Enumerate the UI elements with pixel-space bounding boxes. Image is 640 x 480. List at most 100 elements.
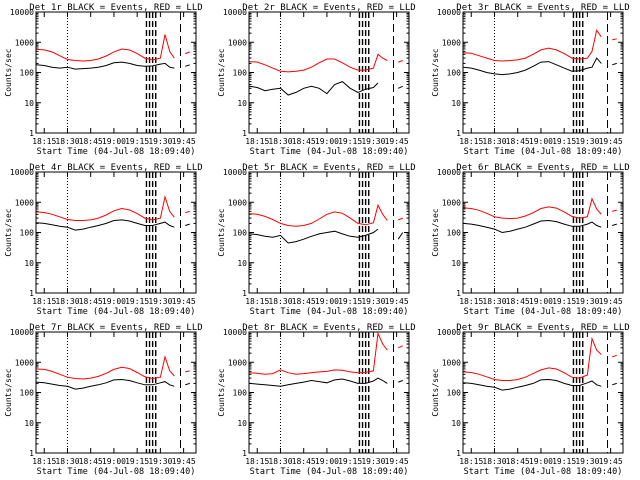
x-tick-label: 18:30 [268,137,292,146]
x-axis-label: Start Time (04-Jul-08 18:09:40) [250,307,409,317]
panel-title: Det 3r BLACK = Events, RED = LLD [456,3,629,13]
y-axis-label: Counts/sec [217,368,226,416]
y-tick-label: 1000 [442,38,461,47]
series-line-events [463,378,617,391]
plot-frame [35,171,197,294]
y-tick-label: 10000 [10,8,34,17]
x-tick-label: 18:15 [245,457,269,466]
x-tick-label: 18:30 [55,137,79,146]
series-line-events [36,378,190,390]
x-tick-label: 19:15 [338,297,362,306]
series-line-lld [36,355,190,380]
x-axis-label: Start Time (04-Jul-08 18:09:40) [464,147,623,157]
panel-title: Det 1r BLACK = Events, RED = LLD [29,3,202,13]
x-tick-label: 19:30 [148,457,172,466]
x-tick-label: 19:30 [361,457,385,466]
x-tick-label: 19:00 [529,137,553,146]
y-tick-label: 100 [233,229,248,238]
y-tick-label: 1000 [228,358,247,367]
x-tick-label: 18:15 [459,137,483,146]
y-axis-label: Counts/sec [4,368,13,416]
series-line-lld [463,28,617,62]
x-tick-label: 19:15 [125,457,149,466]
y-tick-label: 100 [447,389,462,398]
x-tick-label: 19:00 [315,137,339,146]
y-axis-label: Counts/sec [217,208,226,256]
x-tick-label: 18:15 [32,137,56,146]
x-axis-label: Start Time (04-Jul-08 18:09:40) [464,307,623,317]
series-line-lld [463,197,617,220]
x-tick-label: 18:15 [245,297,269,306]
series-line-lld [36,194,190,221]
x-tick-label: 18:30 [55,457,79,466]
y-axis-label: Counts/sec [4,48,13,96]
y-tick-label: 10000 [10,328,34,337]
x-tick-label: 18:45 [506,137,530,146]
y-axis-label: Counts/sec [4,208,13,256]
panel-title: Det 5r BLACK = Events, RED = LLD [242,163,415,173]
plot-frame [35,331,197,454]
panel-title: Det 8r BLACK = Events, RED = LLD [242,323,415,333]
x-tick-label: 18:30 [268,457,292,466]
y-tick-label: 100 [20,389,35,398]
x-tick-label: 18:30 [482,457,506,466]
series-line-lld [249,331,403,375]
y-axis-label: Counts/sec [217,48,226,96]
series-line-events [463,57,617,76]
y-tick-label: 10 [24,419,34,428]
x-tick-label: 18:15 [459,297,483,306]
x-tick-label: 18:15 [245,137,269,146]
x-tick-label: 18:15 [32,297,56,306]
x-tick-label: 19:45 [172,457,196,466]
series-line-events [249,377,403,387]
x-tick-label: 19:15 [552,137,576,146]
plot-frame [35,11,197,134]
y-tick-label: 1 [29,449,34,458]
y-tick-label: 1 [242,449,247,458]
x-tick-label: 19:45 [599,457,623,466]
panel-9: Det 9r BLACK = Events, RED = LLD 1 10 100 10… [431,323,630,477]
x-tick-label: 19:00 [529,297,553,306]
y-tick-label: 10 [24,99,34,108]
x-tick-label: 19:15 [125,297,149,306]
plot-frame [248,331,410,454]
panel-3: Det 3r BLACK = Events, RED = LLD 1 10 100 10… [431,3,630,157]
x-tick-label: 19:30 [361,137,385,146]
x-tick-label: 19:45 [599,137,623,146]
x-tick-label: 18:45 [79,457,103,466]
y-tick-label: 100 [20,69,35,78]
y-axis-label: Counts/sec [431,368,440,416]
y-tick-label: 1000 [15,198,34,207]
y-tick-label: 10000 [223,328,247,337]
y-tick-label: 100 [233,389,248,398]
x-tick-label: 18:30 [482,297,506,306]
plot-frame [462,171,624,294]
x-tick-label: 19:00 [102,297,126,306]
y-tick-label: 1 [242,289,247,298]
panel-7: Det 7r BLACK = Events, RED = LLD 1 10 100 10… [4,323,203,477]
x-tick-label: 19:30 [575,137,599,146]
x-tick-label: 18:15 [459,457,483,466]
series-line-lld [463,336,617,381]
series-line-lld [249,203,403,227]
y-tick-label: 10 [451,99,461,108]
x-tick-label: 19:45 [385,457,409,466]
x-tick-label: 18:45 [506,457,530,466]
panel-4: Det 4r BLACK = Events, RED = LLD 1 10 100 10… [4,163,203,317]
y-tick-label: 10000 [437,8,461,17]
y-tick-label: 1000 [228,198,247,207]
x-tick-label: 19:15 [338,137,362,146]
y-tick-label: 10 [237,259,247,268]
y-tick-label: 1 [242,129,247,138]
y-tick-label: 1000 [15,358,34,367]
panel-title: Det 7r BLACK = Events, RED = LLD [29,323,202,333]
y-tick-label: 100 [447,229,462,238]
x-axis-label: Start Time (04-Jul-08 18:09:40) [37,467,196,477]
series-line-events [36,61,190,70]
x-tick-label: 18:45 [292,457,316,466]
y-tick-label: 1 [456,449,461,458]
x-tick-label: 18:45 [292,297,316,306]
y-tick-label: 10 [451,419,461,428]
y-tick-label: 10 [451,259,461,268]
